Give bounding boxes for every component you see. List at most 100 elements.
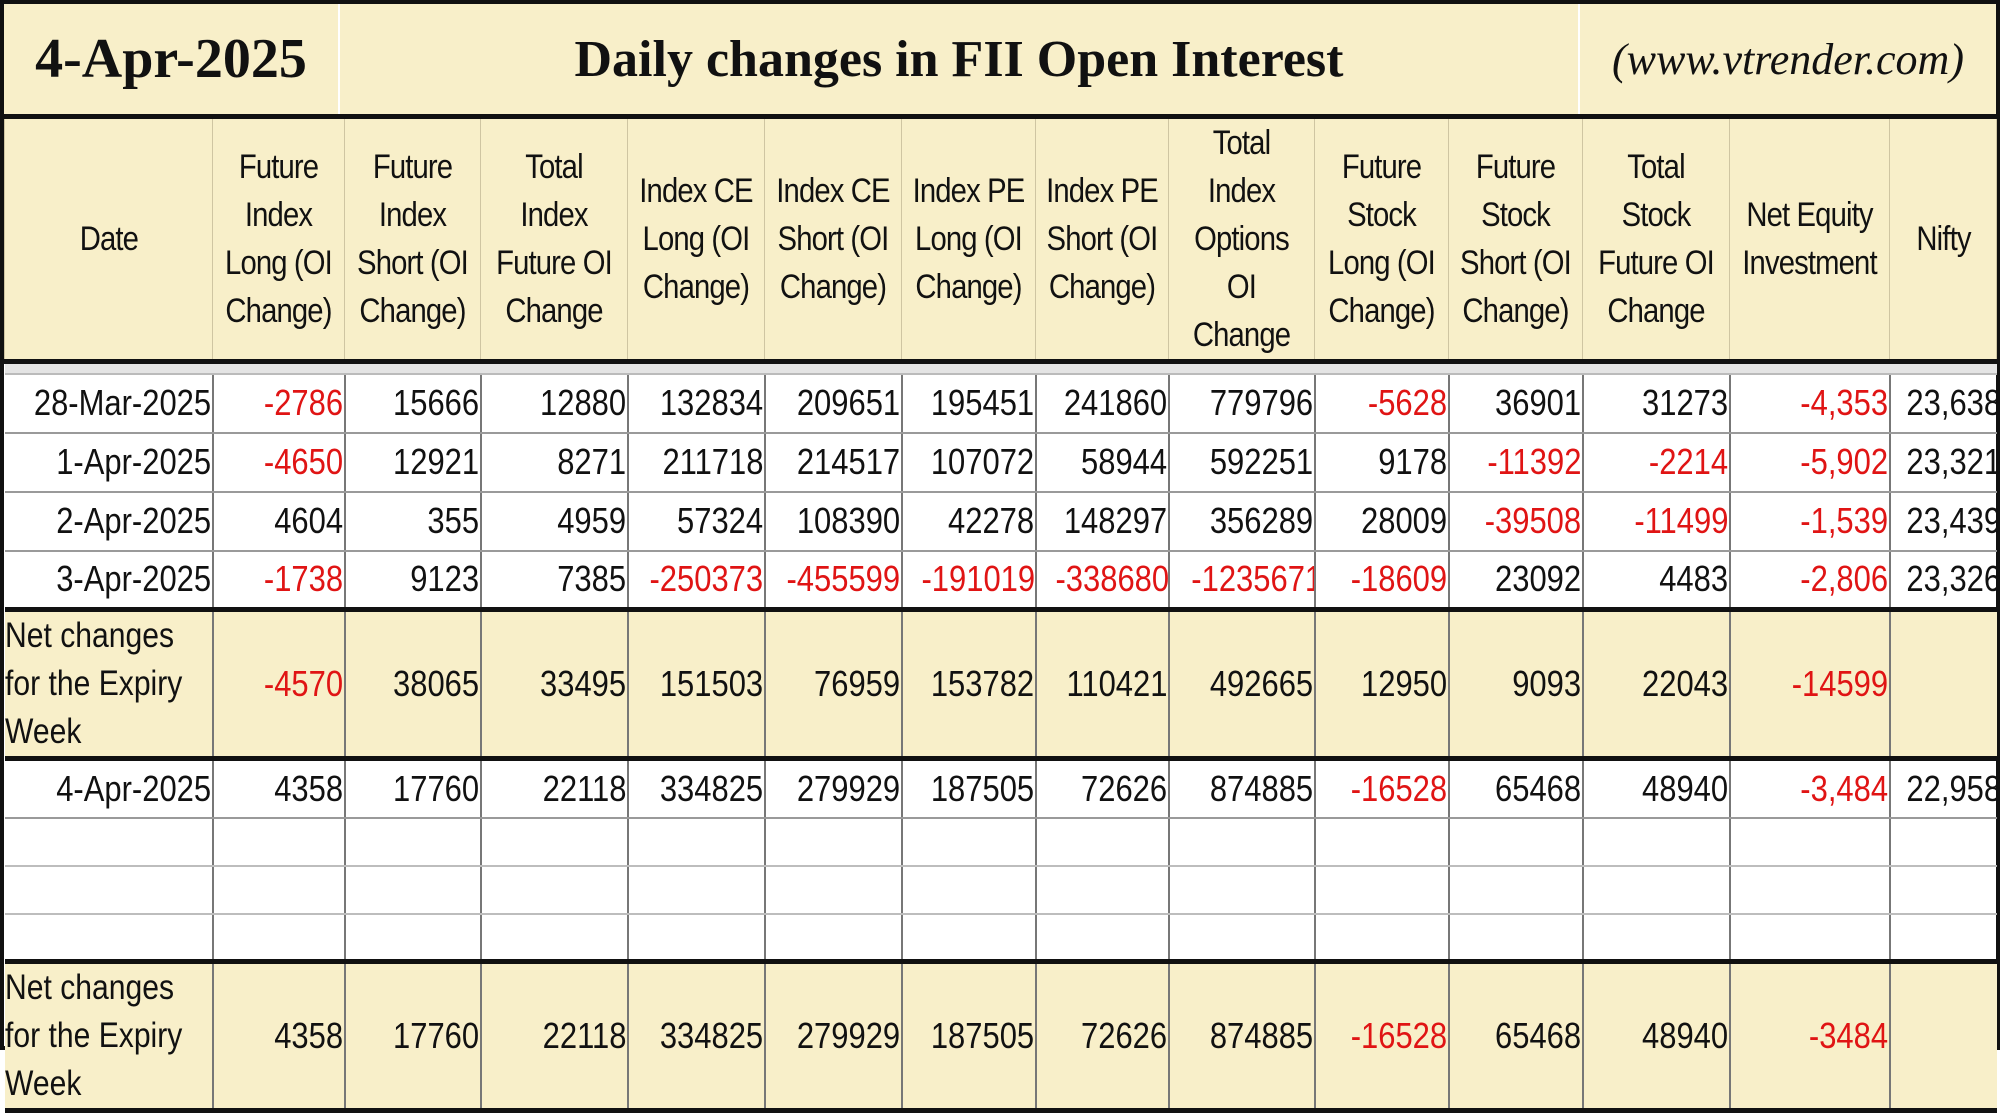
cell-net-equity-investment: -2,806 <box>1728 550 1890 611</box>
cell-total-index-options: 874885 <box>1167 758 1315 819</box>
empty-row <box>4 913 1997 963</box>
cell-future-stock-long: 12950 <box>1313 607 1449 761</box>
cell-future-index-long: 4358 <box>211 959 345 1113</box>
cell-net-equity-investment: -14599 <box>1728 607 1890 761</box>
cell-date: 3-Apr-2025 <box>4 550 213 611</box>
table-body: 28-Mar-2025 -2786 15666 12880 132834 209651 19… <box>4 361 1997 1113</box>
cell-nifty <box>1888 959 1997 1113</box>
cell-index-pe-long: -191019 <box>900 550 1036 611</box>
cell-index-pe-long: 195451 <box>900 373 1036 434</box>
cell-future-index-long: -1738 <box>211 550 345 611</box>
cell-future-stock-short: 23092 <box>1447 550 1583 611</box>
cell-future-stock-short: 36901 <box>1447 373 1583 434</box>
table-header-row: Date Future Index Long (OI Change) Future … <box>4 119 1997 364</box>
cell-future-index-short: 355 <box>343 491 481 552</box>
cell-index-pe-long: 42278 <box>900 491 1036 552</box>
cell-index-ce-long: -250373 <box>626 550 765 611</box>
cell-index-ce-short: -455599 <box>763 550 902 611</box>
cell-date: 2-Apr-2025 <box>4 491 213 552</box>
cell-index-ce-short: 108390 <box>763 491 902 552</box>
cell-nifty: 23,326 <box>1888 550 1997 611</box>
empty-row <box>4 865 1997 915</box>
cell-future-stock-long: 28009 <box>1313 491 1449 552</box>
cell-future-stock-short: -11392 <box>1447 432 1583 493</box>
cell-future-index-short: 9123 <box>343 550 481 611</box>
website-label: (www.vtrender.com) <box>1612 34 1964 84</box>
title-bar: 4-Apr-2025 Daily changes in FII Open Int… <box>4 4 1996 119</box>
cell-net-equity-investment: -5,902 <box>1728 432 1890 493</box>
cell-future-index-long: -4650 <box>211 432 345 493</box>
cell-future-index-long: -2786 <box>211 373 345 434</box>
column-header-index-pe-short: Index PE Short (OI Change) <box>1035 119 1169 364</box>
empty-row <box>4 817 1997 867</box>
column-header-nifty: Nifty <box>1889 119 1997 364</box>
report-date: 4-Apr-2025 <box>4 4 340 114</box>
cell-future-stock-long: -16528 <box>1313 959 1449 1113</box>
header-gap-row <box>4 361 1997 375</box>
cell-index-pe-short: 110421 <box>1034 607 1169 761</box>
cell-total-index-options: -1235671 <box>1167 550 1315 611</box>
cell-index-ce-long: 151503 <box>626 607 765 761</box>
cell-total-stock-future: -2214 <box>1581 432 1730 493</box>
column-header-index-ce-short: Index CE Short (OI Change) <box>764 119 902 364</box>
cell-total-stock-future: 48940 <box>1581 758 1730 819</box>
cell-total-stock-future: 22043 <box>1581 607 1730 761</box>
cell-future-index-long: 4358 <box>211 758 345 819</box>
cell-date: 1-Apr-2025 <box>4 432 213 493</box>
cell-index-pe-long: 187505 <box>900 959 1036 1113</box>
cell-nifty: 23,439 <box>1888 491 1997 552</box>
cell-future-stock-long: -5628 <box>1313 373 1449 434</box>
net-change-row: Net changes for the Expiry Week 4358 17760… <box>4 959 1997 1113</box>
cell-future-index-short: 17760 <box>343 959 481 1113</box>
cell-index-ce-long: 132834 <box>626 373 765 434</box>
cell-total-stock-future: 4483 <box>1581 550 1730 611</box>
fii-oi-table: Date Future Index Long (OI Change) Future … <box>4 119 1997 1113</box>
cell-total-index-options: 874885 <box>1167 959 1315 1113</box>
cell-nifty: 23,638 <box>1888 373 1997 434</box>
column-header-index-pe-long: Index PE Long (OI Change) <box>901 119 1036 364</box>
column-header-future-index-long: Future Index Long (OI Change) <box>212 119 345 364</box>
cell-nifty: 23,321 <box>1888 432 1997 493</box>
cell-index-ce-short: 279929 <box>763 758 902 819</box>
cell-future-stock-short: -39508 <box>1447 491 1583 552</box>
cell-future-stock-long: 9178 <box>1313 432 1449 493</box>
table-row: 28-Mar-2025 -2786 15666 12880 132834 209651 19… <box>4 373 1997 434</box>
cell-index-pe-short: 241860 <box>1034 373 1169 434</box>
cell-index-pe-short: 148297 <box>1034 491 1169 552</box>
cell-index-pe-long: 153782 <box>900 607 1036 761</box>
cell-index-ce-long: 57324 <box>626 491 765 552</box>
cell-date: 4-Apr-2025 <box>4 758 213 819</box>
column-header-total-stock-future: Total Stock Future OI Change <box>1582 119 1730 364</box>
net-change-row: Net changes for the Expiry Week -4570 3806… <box>4 607 1997 761</box>
cell-index-ce-short: 76959 <box>763 607 902 761</box>
cell-future-index-long: 4604 <box>211 491 345 552</box>
table-row: 3-Apr-2025 -1738 9123 7385 -250373 -455599 -19… <box>4 550 1997 611</box>
column-header-total-index-options: Total Index Options OI Change <box>1168 119 1315 364</box>
cell-total-index-future: 22118 <box>479 959 628 1113</box>
cell-net-equity-investment: -4,353 <box>1728 373 1890 434</box>
cell-index-ce-long: 334825 <box>626 758 765 819</box>
cell-total-index-options: 592251 <box>1167 432 1315 493</box>
cell-index-pe-long: 107072 <box>900 432 1036 493</box>
cell-nifty: 22,958 <box>1888 758 1997 819</box>
cell-net-equity-investment: -3,484 <box>1728 758 1890 819</box>
column-header-net-equity-investment: Net Equity Investment <box>1729 119 1890 364</box>
cell-date: Net changes for the Expiry Week <box>4 607 213 761</box>
cell-index-ce-long: 334825 <box>626 959 765 1113</box>
cell-net-equity-investment: -3484 <box>1728 959 1890 1113</box>
cell-total-stock-future: -11499 <box>1581 491 1730 552</box>
cell-index-pe-short: -338680 <box>1034 550 1169 611</box>
cell-index-ce-long: 211718 <box>626 432 765 493</box>
cell-future-stock-short: 65468 <box>1447 959 1583 1113</box>
cell-total-index-future: 33495 <box>479 607 628 761</box>
cell-total-stock-future: 48940 <box>1581 959 1730 1113</box>
cell-total-index-future: 4959 <box>479 491 628 552</box>
cell-total-index-options: 492665 <box>1167 607 1315 761</box>
table-row: 2-Apr-2025 4604 355 4959 57324 108390 42278 148… <box>4 491 1997 552</box>
page-title: Daily changes in FII Open Interest <box>340 4 1580 114</box>
cell-total-stock-future: 31273 <box>1581 373 1730 434</box>
cell-index-pe-short: 72626 <box>1034 959 1169 1113</box>
cell-future-index-short: 38065 <box>343 607 481 761</box>
cell-future-index-short: 17760 <box>343 758 481 819</box>
